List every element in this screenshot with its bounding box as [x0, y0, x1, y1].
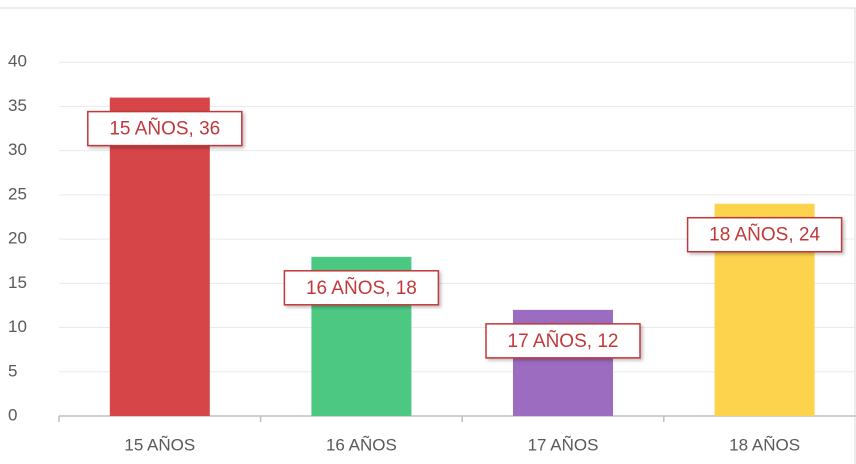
data-label-box — [87, 110, 243, 147]
data-label: 15 AÑOS, 36 — [109, 118, 220, 140]
data-label-box — [283, 270, 440, 306]
bar — [109, 97, 210, 416]
x-tick-label: 17 AÑOS — [528, 435, 599, 454]
y-tick-label: 5 — [8, 361, 17, 380]
data-label: 16 AÑOS, 18 — [306, 277, 417, 299]
y-tick-label: 35 — [8, 96, 27, 115]
data-label-box — [485, 323, 641, 359]
y-tick-label: 0 — [8, 405, 17, 424]
y-tick-label: 15 — [8, 273, 27, 292]
chart-border — [0, 7, 856, 464]
y-tick-label: 30 — [8, 140, 27, 159]
x-tick-label: 18 AÑOS — [729, 435, 800, 454]
x-tick-label: 15 AÑOS — [124, 435, 195, 454]
data-label: 17 AÑOS, 12 — [508, 330, 619, 352]
y-tick-label: 40 — [8, 52, 27, 71]
y-tick-label: 10 — [8, 317, 27, 336]
data-label-box — [686, 216, 843, 253]
data-label: 18 AÑOS, 24 — [709, 224, 820, 246]
y-tick-label: 20 — [8, 229, 27, 248]
x-tick-label: 16 AÑOS — [326, 435, 397, 454]
y-tick-label: 25 — [8, 184, 27, 203]
